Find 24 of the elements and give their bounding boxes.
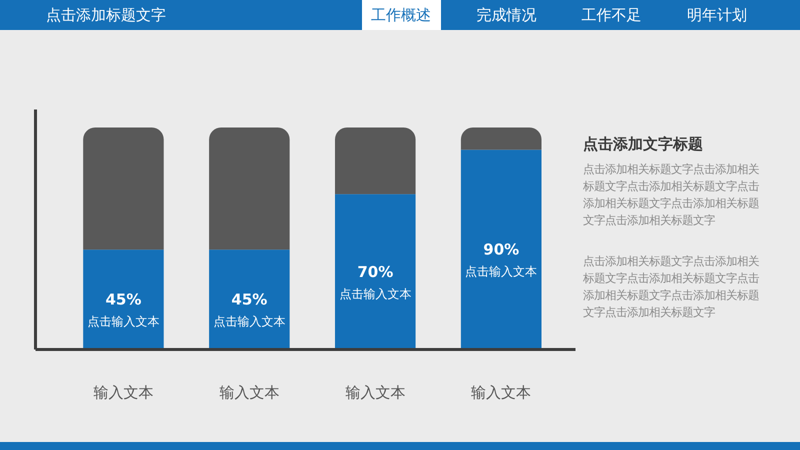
data-label: 45% 点击输入文本 xyxy=(87,290,160,329)
bar xyxy=(334,128,416,194)
bar xyxy=(460,150,542,350)
bar xyxy=(334,194,416,350)
data-label: 45% 点击输入文本 xyxy=(213,290,286,329)
bar xyxy=(460,128,542,150)
x-tick-label: 输入文本 xyxy=(471,384,532,402)
text: 工作不足 xyxy=(580,5,643,26)
x-tick-label: 输入文本 xyxy=(219,384,280,402)
chart-title: 点击添加标题文字 xyxy=(46,5,166,26)
text: 点击添加文字标题 xyxy=(583,134,703,155)
data-label: 70% 点击输入文本 xyxy=(339,262,412,301)
bar xyxy=(209,128,290,250)
text: 点击添加相关标题文字点击添加相关标题文字点击添加相关标题文字点击添加相关标题文字点击添加相关标题文字点击添加相关标题文字 xyxy=(583,254,760,321)
x-tick-label: 输入文本 xyxy=(345,384,406,402)
text: 点击添加相关标题文字点击添加相关标题文字点击添加相关标题文字点击添加相关标题文字点击添加相关标题文字点击添加相关标题文字 xyxy=(583,162,760,229)
text: 明年计划 xyxy=(686,5,748,26)
text: 完成情况 xyxy=(475,5,538,26)
text: 工作概述 xyxy=(362,0,440,30)
bar xyxy=(83,128,164,250)
data-label: 90% 点击输入文本 xyxy=(465,240,538,279)
bar xyxy=(83,250,164,350)
bar xyxy=(209,250,290,350)
x-tick-label: 输入文本 xyxy=(93,384,154,402)
